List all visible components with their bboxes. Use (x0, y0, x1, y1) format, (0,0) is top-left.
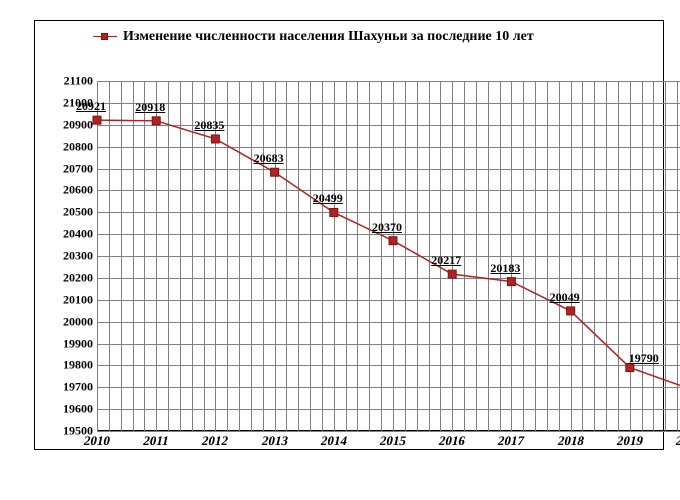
x-tick-label: 2017 (497, 433, 526, 449)
point-label: 19790 (629, 351, 659, 366)
y-tick-label: 20800 (63, 139, 93, 154)
chart-frame: Изменение численности населения Шахуньи … (34, 20, 664, 450)
data-marker (271, 168, 279, 176)
data-marker (567, 307, 575, 315)
data-marker (330, 208, 338, 216)
legend: Изменение численности населения Шахуньи … (93, 29, 534, 45)
y-tick-label: 20900 (63, 117, 93, 132)
y-tick-label: 20400 (63, 227, 93, 242)
x-tick-label: 2012 (201, 433, 230, 449)
series-line (97, 81, 680, 431)
y-tick-label: 20100 (63, 292, 93, 307)
point-label: 20918 (135, 100, 165, 115)
y-tick-label: 19600 (63, 402, 93, 417)
y-tick-label: 19800 (63, 358, 93, 373)
point-label: 20499 (313, 191, 343, 206)
gridline-h (97, 431, 680, 432)
y-tick-label: 20300 (63, 249, 93, 264)
y-tick-label: 19900 (63, 336, 93, 351)
y-tick-label: 20500 (63, 205, 93, 220)
data-marker (389, 237, 397, 245)
point-label: 20370 (372, 220, 402, 235)
data-marker (507, 278, 515, 286)
point-label: 20183 (490, 261, 520, 276)
data-marker (93, 116, 101, 124)
plot-area: 1950019600197001980019900200002010020200… (97, 81, 680, 431)
x-tick-label: 2015 (378, 433, 407, 449)
y-tick-label: 20600 (63, 183, 93, 198)
data-marker (448, 270, 456, 278)
x-tick-label: 2016 (437, 433, 466, 449)
x-tick-label: 2018 (556, 433, 585, 449)
y-tick-label: 20000 (63, 314, 93, 329)
y-tick-label: 20200 (63, 270, 93, 285)
x-tick-label: 2019 (615, 433, 644, 449)
x-tick-label: 2010 (82, 433, 111, 449)
legend-marker-icon (93, 31, 117, 43)
y-tick-label: 19700 (63, 380, 93, 395)
x-tick-label: 2014 (319, 433, 348, 449)
point-label: 20049 (550, 290, 580, 305)
x-tick-label: 2013 (260, 433, 289, 449)
point-label: 20683 (254, 151, 284, 166)
x-tick-label: 2020 (674, 433, 680, 449)
data-marker (152, 117, 160, 125)
y-tick-label: 21100 (64, 74, 93, 89)
point-label: 20217 (431, 253, 461, 268)
y-tick-label: 20700 (63, 161, 93, 176)
legend-label: Изменение численности населения Шахуньи … (123, 29, 534, 45)
data-marker (211, 135, 219, 143)
x-tick-label: 2011 (142, 433, 171, 449)
point-label: 20921 (76, 99, 106, 114)
point-label: 20835 (194, 118, 224, 133)
